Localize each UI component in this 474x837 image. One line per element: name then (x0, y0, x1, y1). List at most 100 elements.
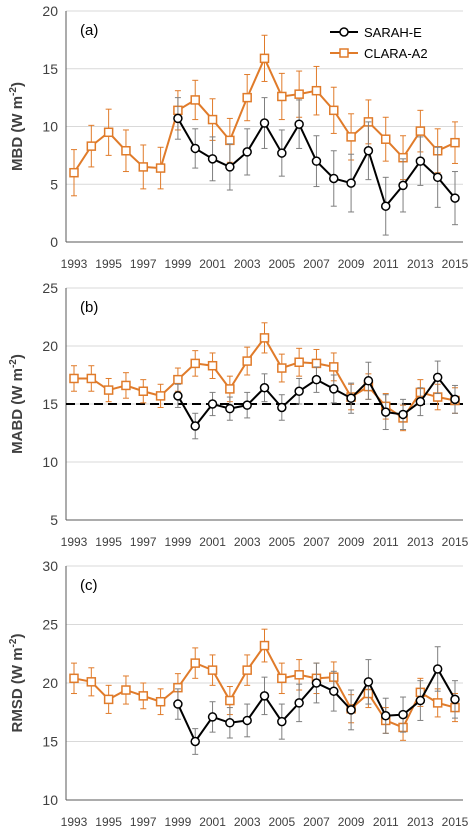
data-point (103, 385, 114, 395)
data-point (329, 362, 339, 372)
x-tick-label: 2001 (199, 535, 226, 549)
data-point (398, 180, 408, 191)
y-tick-label: 15 (42, 61, 58, 77)
x-tick-label: 2007 (303, 815, 330, 829)
data-point (242, 147, 252, 157)
y-tick-label: 15 (42, 734, 58, 750)
data-point (242, 400, 252, 410)
data-point (173, 113, 183, 124)
x-tick-label: 1997 (130, 257, 157, 271)
x-tick-label: 2013 (407, 815, 434, 829)
x-tick-label: 1997 (130, 535, 157, 549)
data-point (259, 118, 270, 128)
data-point (450, 694, 460, 705)
y-axis-title-main: MABD (W m (9, 368, 26, 454)
x-tick-label: 2009 (338, 257, 365, 271)
data-point (225, 718, 235, 728)
x-tick-label: 2009 (338, 535, 365, 549)
data-point (207, 665, 218, 675)
data-point (398, 409, 408, 420)
y-axis-title-close: ) (9, 82, 26, 87)
data-point (259, 691, 270, 701)
data-point (69, 373, 79, 384)
data-point (311, 156, 322, 166)
x-tick-label: 2015 (442, 257, 469, 271)
y-axis-title-superscript: -2 (8, 638, 19, 647)
y-tick-label: 15 (42, 396, 58, 412)
data-point (311, 678, 322, 688)
data-point (225, 403, 235, 414)
data-point (450, 193, 460, 203)
y-tick-label: 20 (42, 675, 58, 691)
y-axis-title-superscript: -2 (8, 359, 19, 368)
data-point (294, 89, 304, 99)
data-point (363, 677, 374, 687)
data-point (329, 686, 339, 696)
data-point (259, 383, 270, 393)
data-point (363, 146, 374, 156)
legend-label-sarah-e: SARAH-E (364, 25, 422, 40)
data-point (346, 705, 356, 715)
x-tick-label: 2015 (442, 815, 469, 829)
data-point (432, 698, 443, 708)
data-point (173, 699, 183, 709)
panel-label: (c) (80, 577, 98, 594)
x-tick-label: 1999 (165, 257, 192, 271)
y-tick-label: 20 (42, 338, 58, 354)
chart-panel-2: 5 10 15 20 25 1993 1995 1997 1999 2001 2003 2005 200… (8, 280, 469, 549)
x-tick-label: 2003 (234, 257, 261, 271)
data-point (432, 172, 443, 183)
data-point (207, 399, 218, 409)
y-axis-title-close: ) (9, 634, 26, 639)
x-tick-label: 1993 (61, 257, 88, 271)
data-point (363, 376, 374, 386)
x-tick-label: 1993 (61, 535, 88, 549)
y-tick-label: 10 (42, 119, 58, 135)
data-point (190, 658, 200, 668)
data-point (190, 95, 200, 105)
data-point (138, 386, 149, 396)
data-point (277, 402, 287, 413)
x-tick-label: 2003 (234, 815, 261, 829)
y-tick-label: 25 (42, 280, 58, 296)
data-point (398, 709, 408, 720)
data-point (207, 114, 218, 125)
y-tick-label: 10 (42, 792, 58, 808)
y-tick-label: 5 (50, 176, 58, 192)
data-point (277, 148, 287, 158)
x-tick-label: 2011 (373, 535, 399, 549)
data-point (190, 736, 200, 747)
data-point (346, 393, 356, 403)
data-point (138, 162, 149, 172)
x-tick-label: 1993 (61, 815, 88, 829)
x-tick-label: 2005 (268, 815, 295, 829)
y-axis-title-superscript: -2 (8, 87, 19, 96)
data-point (173, 391, 183, 401)
data-point (225, 162, 235, 172)
data-point (121, 685, 131, 695)
panel-label: (a) (80, 22, 98, 39)
data-point (329, 105, 339, 116)
x-tick-label: 2013 (407, 535, 434, 549)
data-point (346, 132, 356, 142)
y-tick-label: 10 (42, 454, 58, 470)
data-point (346, 178, 356, 188)
data-point (415, 126, 426, 136)
data-point (329, 384, 339, 394)
data-point (103, 127, 114, 138)
data-point (155, 391, 166, 401)
y-axis-title-close: ) (9, 354, 26, 359)
chart-panel-1: 0 5 10 15 20 1993 1995 1997 1999 2001 2003 2005 2007… (8, 3, 469, 271)
legend: SARAH-E CLARA-A2 (330, 25, 428, 61)
data-point (450, 137, 460, 148)
legend-marker-clara-a2 (339, 48, 349, 58)
y-tick-label: 0 (50, 234, 58, 250)
data-point (207, 712, 218, 722)
data-point (311, 358, 322, 369)
data-point (294, 119, 304, 129)
data-point (103, 694, 114, 705)
x-tick-label: 2001 (199, 257, 226, 271)
data-point (294, 386, 304, 396)
data-point (242, 715, 252, 726)
